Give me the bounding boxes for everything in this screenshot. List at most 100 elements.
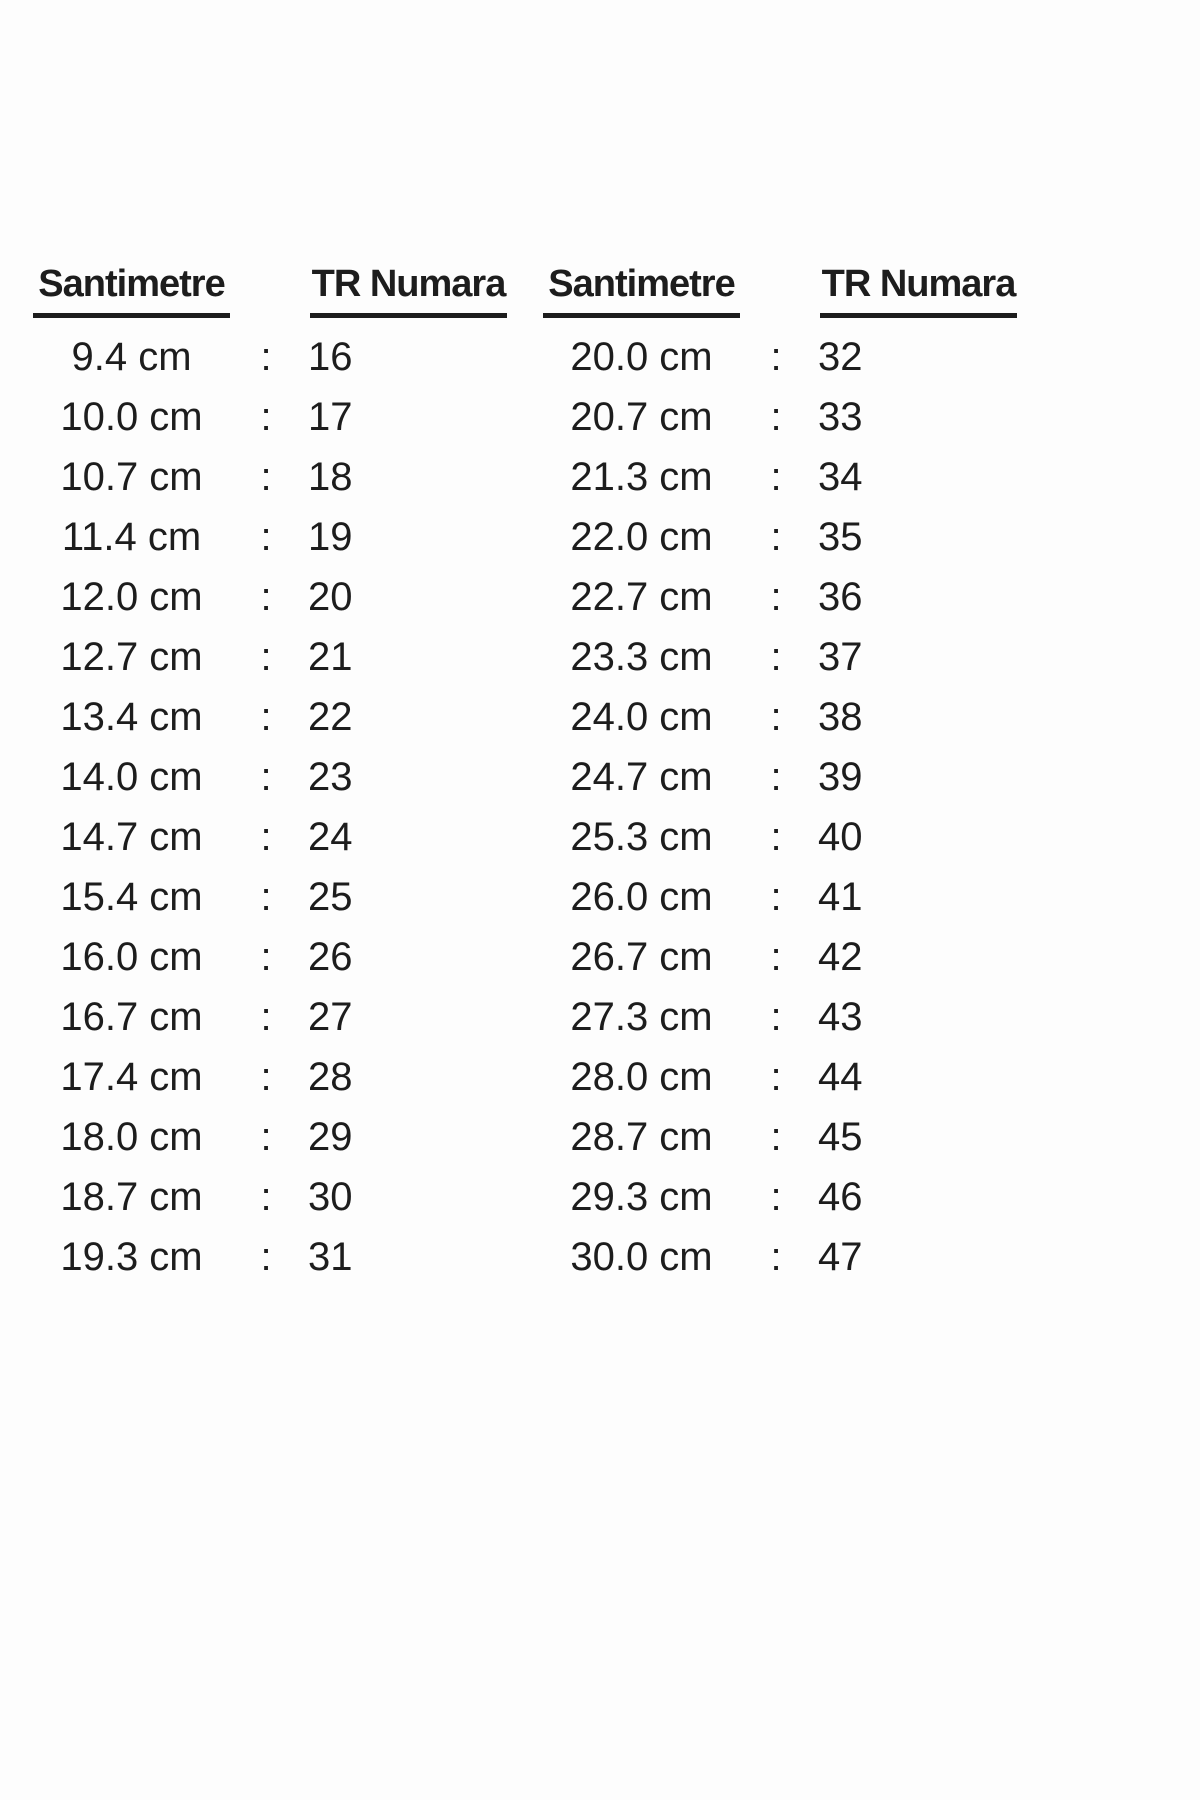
col-header-tr-numara: TR Numara: [820, 262, 1017, 318]
colon-separator: :: [770, 1115, 782, 1159]
size-value: 41: [818, 875, 863, 919]
table-row: 21.3 cm : 34: [543, 447, 1017, 507]
table-row: 20.0 cm : 32: [543, 327, 1017, 387]
cm-value: 10.7 cm: [60, 455, 203, 499]
cm-value: 17.4 cm: [60, 1055, 203, 1099]
colon-separator: :: [770, 1235, 782, 1279]
size-value: 21: [308, 635, 353, 679]
cm-value: 26.0 cm: [570, 875, 713, 919]
colon-separator: :: [770, 395, 782, 439]
cm-value: 30.0 cm: [570, 1235, 713, 1279]
cm-value: 27.3 cm: [570, 995, 713, 1039]
cm-value: 19.3 cm: [60, 1235, 203, 1279]
size-value: 19: [308, 515, 353, 559]
table-row: 26.7 cm : 42: [543, 927, 1017, 987]
colon-separator: :: [260, 1235, 272, 1279]
colon-separator: :: [770, 335, 782, 379]
size-value: 22: [308, 695, 353, 739]
size-value: 31: [308, 1235, 353, 1279]
table-row: 23.3 cm : 37: [543, 627, 1017, 687]
colon-separator: :: [770, 935, 782, 979]
size-value: 45: [818, 1115, 863, 1159]
colon-separator: :: [260, 1175, 272, 1219]
table-row: 25.3 cm : 40: [543, 807, 1017, 867]
table-row: 14.7 cm : 24: [33, 807, 507, 867]
size-value: 33: [818, 395, 863, 439]
colon-separator: :: [770, 515, 782, 559]
size-value: 38: [818, 695, 863, 739]
size-conversion-sheet: Santimetre TR Numara 9.4 cm : 16 10.0 cm…: [33, 262, 1017, 1287]
size-value: 35: [818, 515, 863, 559]
size-value: 24: [308, 815, 353, 859]
cm-value: 21.3 cm: [570, 455, 713, 499]
colon-separator: :: [260, 695, 272, 739]
cm-value: 14.0 cm: [60, 755, 203, 799]
table-row: 14.0 cm : 23: [33, 747, 507, 807]
table-row: 24.7 cm : 39: [543, 747, 1017, 807]
colon-separator: :: [260, 455, 272, 499]
colon-separator: :: [770, 815, 782, 859]
cm-value: 9.4 cm: [71, 335, 192, 379]
colon-separator: :: [770, 635, 782, 679]
cm-value: 11.4 cm: [61, 515, 202, 559]
size-table-left: Santimetre TR Numara 9.4 cm : 16 10.0 cm…: [33, 262, 507, 1287]
table-row: 30.0 cm : 47: [543, 1227, 1017, 1287]
colon-separator: :: [770, 755, 782, 799]
table-row: 28.7 cm : 45: [543, 1107, 1017, 1167]
size-table-right: Santimetre TR Numara 20.0 cm : 32 20.7 c…: [543, 262, 1017, 1287]
cm-value: 20.0 cm: [570, 335, 713, 379]
size-value: 37: [818, 635, 863, 679]
size-value: 17: [308, 395, 353, 439]
table-row: 18.0 cm : 29: [33, 1107, 507, 1167]
size-value: 29: [308, 1115, 353, 1159]
table-row: 10.7 cm : 18: [33, 447, 507, 507]
table-row: 29.3 cm : 46: [543, 1167, 1017, 1227]
table-row: 18.7 cm : 30: [33, 1167, 507, 1227]
col-header-santimetre: Santimetre: [33, 262, 230, 318]
colon-separator: :: [260, 1115, 272, 1159]
cm-value: 18.7 cm: [60, 1175, 203, 1219]
cm-value: 26.7 cm: [570, 935, 713, 979]
size-value: 27: [308, 995, 353, 1039]
cm-value: 16.7 cm: [60, 995, 203, 1039]
cm-value: 12.7 cm: [60, 635, 203, 679]
table-row: 12.7 cm : 21: [33, 627, 507, 687]
table-row: 9.4 cm : 16: [33, 327, 507, 387]
cm-value: 22.7 cm: [570, 575, 713, 619]
size-value: 26: [308, 935, 353, 979]
size-value: 25: [308, 875, 353, 919]
table-body: 20.0 cm : 32 20.7 cm : 33 21.3 cm : 34: [543, 327, 1017, 1287]
table-row: 10.0 cm : 17: [33, 387, 507, 447]
table-row: 12.0 cm : 20: [33, 567, 507, 627]
size-value: 47: [818, 1235, 863, 1279]
colon-separator: :: [260, 1055, 272, 1099]
size-value: 44: [818, 1055, 863, 1099]
cm-value: 10.0 cm: [60, 395, 203, 439]
colon-separator: :: [260, 995, 272, 1039]
table-row: 17.4 cm : 28: [33, 1047, 507, 1107]
cm-value: 23.3 cm: [570, 635, 713, 679]
cm-value: 24.0 cm: [570, 695, 713, 739]
colon-separator: :: [770, 1055, 782, 1099]
col-header-tr-numara: TR Numara: [310, 262, 507, 318]
table-row: 22.7 cm : 36: [543, 567, 1017, 627]
size-value: 20: [308, 575, 353, 619]
size-value: 36: [818, 575, 863, 619]
size-value: 28: [308, 1055, 353, 1099]
table-row: 13.4 cm : 22: [33, 687, 507, 747]
table-row: 11.4 cm : 19: [33, 507, 507, 567]
colon-separator: :: [260, 515, 272, 559]
table-row: 15.4 cm : 25: [33, 867, 507, 927]
colon-separator: :: [770, 1175, 782, 1219]
cm-value: 16.0 cm: [60, 935, 203, 979]
colon-separator: :: [260, 815, 272, 859]
table-header-row: Santimetre TR Numara: [33, 262, 507, 318]
colon-separator: :: [770, 995, 782, 1039]
colon-separator: :: [770, 875, 782, 919]
colon-separator: :: [770, 695, 782, 739]
cm-value: 22.0 cm: [570, 515, 713, 559]
cm-value: 12.0 cm: [60, 575, 203, 619]
cm-value: 28.0 cm: [570, 1055, 713, 1099]
size-value: 43: [818, 995, 863, 1039]
table-row: 16.0 cm : 26: [33, 927, 507, 987]
